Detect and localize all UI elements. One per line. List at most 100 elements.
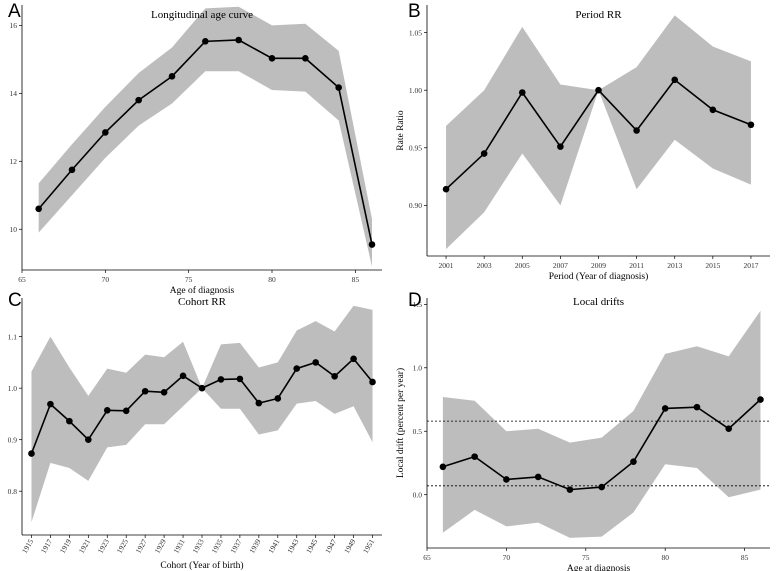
- data-point: [255, 399, 263, 407]
- data-point: [747, 121, 755, 129]
- data-point: [66, 417, 73, 425]
- data-point: [566, 486, 574, 493]
- panel-letter: C: [8, 290, 22, 311]
- data-point: [693, 403, 701, 411]
- data-point: [160, 388, 168, 396]
- x-tick-label: 2013: [667, 261, 682, 270]
- x-tick-label: 1917: [39, 537, 54, 555]
- x-tick-label: 1919: [58, 537, 73, 555]
- x-tick-label: 1923: [96, 537, 111, 555]
- x-tick-label: 2017: [743, 261, 758, 270]
- x-tick-label: 2003: [477, 261, 492, 270]
- data-point: [122, 407, 130, 415]
- x-tick-label: 65: [18, 275, 26, 284]
- chart-title: Local drifts: [573, 296, 624, 308]
- data-point: [47, 400, 54, 408]
- x-axis-label: Age of diagnosis: [170, 285, 235, 296]
- y-tick-label: 16: [10, 21, 18, 30]
- x-tick-label: 80: [268, 275, 276, 284]
- x-tick-label: 1925: [115, 537, 130, 555]
- data-point: [335, 84, 342, 91]
- x-tick-label: 70: [503, 553, 511, 562]
- data-point: [757, 396, 764, 403]
- data-point: [633, 127, 640, 134]
- y-tick-label: 0.90: [409, 201, 422, 210]
- data-point: [709, 106, 717, 114]
- data-point: [369, 378, 376, 386]
- y-tick-label: 1.0: [413, 363, 423, 372]
- x-tick-label: 1939: [247, 537, 262, 555]
- data-point: [350, 355, 357, 363]
- data-point: [557, 143, 564, 150]
- panel-letter: D: [408, 290, 422, 311]
- x-axis-label: Period (Year of diagnosis): [549, 271, 649, 282]
- data-point: [236, 375, 244, 383]
- y-tick-label: 0.0: [413, 490, 423, 499]
- data-point: [103, 407, 111, 414]
- data-point: [268, 55, 276, 62]
- data-point: [725, 425, 733, 433]
- y-tick-label: 1.1: [8, 332, 18, 341]
- panel-a: 10 12 14 16 65 70 75 80 85 A Longitudinal age curv…: [0, 1, 382, 296]
- y-tick-label: 1.05: [409, 28, 422, 37]
- data-point: [439, 463, 447, 471]
- data-point: [102, 129, 109, 136]
- y-tick-label: 0.5: [413, 427, 423, 436]
- x-tick-label: 1933: [190, 537, 205, 555]
- data-point: [518, 89, 526, 96]
- y-axis-label: Rate Ratio: [0, 396, 1, 437]
- data-point: [671, 76, 679, 84]
- y-tick-label: 1.5: [413, 300, 423, 309]
- x-axis-label: Age at diagnosis: [567, 564, 631, 571]
- chart-title: Period RR: [575, 9, 622, 21]
- x-tick-label: 1947: [323, 537, 338, 555]
- x-tick-label: 2015: [705, 261, 720, 270]
- x-tick-label: 85: [352, 275, 360, 284]
- data-point: [534, 473, 542, 481]
- x-tick-label: 65: [423, 553, 431, 562]
- data-point: [312, 359, 319, 366]
- data-point: [331, 373, 338, 380]
- data-point: [274, 395, 282, 402]
- x-axis-label: Cohort (Year of birth): [160, 560, 243, 571]
- data-point: [293, 365, 301, 372]
- data-point: [168, 73, 176, 80]
- y-tick-label: 12: [10, 157, 18, 166]
- data-point: [480, 150, 488, 157]
- data-point: [135, 96, 142, 104]
- chart-title: Cohort RR: [178, 296, 227, 308]
- x-tick-label: 1941: [266, 537, 281, 555]
- panel-letter: B: [408, 1, 421, 22]
- x-tick-label: 85: [741, 553, 749, 562]
- data-point: [179, 372, 187, 380]
- y-tick-label: 10: [10, 225, 18, 234]
- data-point: [630, 458, 637, 466]
- x-tick-label: 1927: [134, 537, 149, 555]
- x-tick-label: 70: [102, 275, 110, 284]
- y-axis-label: Local drift (percent per year): [395, 368, 406, 478]
- panel-b: 0.90 0.95 1.00 1.05 2001 2003 2005 2007 2009 2011…: [396, 1, 770, 282]
- confidence-band: [442, 310, 761, 538]
- data-point: [85, 436, 92, 443]
- data-point: [598, 483, 605, 491]
- x-tick-label: 75: [185, 275, 193, 284]
- x-tick-label: 1931: [171, 537, 186, 555]
- y-tick-label: 0.8: [8, 487, 18, 496]
- data-point: [595, 86, 602, 94]
- x-tick-label: 1915: [20, 537, 35, 555]
- data-point: [368, 241, 376, 248]
- panel-d: 0.0 0.5 1.0 1.5 65 70 75 80 85 D Local drifts Age a…: [395, 290, 770, 571]
- data-point: [68, 166, 76, 174]
- x-tick-label: 80: [661, 553, 669, 562]
- data-point: [442, 185, 450, 193]
- x-tick-label: 2001: [439, 261, 454, 270]
- y-tick-label: 0.9: [8, 435, 18, 444]
- x-tick-label: 75: [582, 553, 590, 562]
- data-point: [235, 36, 242, 44]
- data-point: [202, 38, 209, 45]
- x-tick-label: 2011: [629, 261, 644, 270]
- y-axis-label: Rate Ratio: [396, 110, 406, 151]
- data-point: [661, 405, 669, 412]
- y-tick-label: 1.0: [8, 384, 18, 393]
